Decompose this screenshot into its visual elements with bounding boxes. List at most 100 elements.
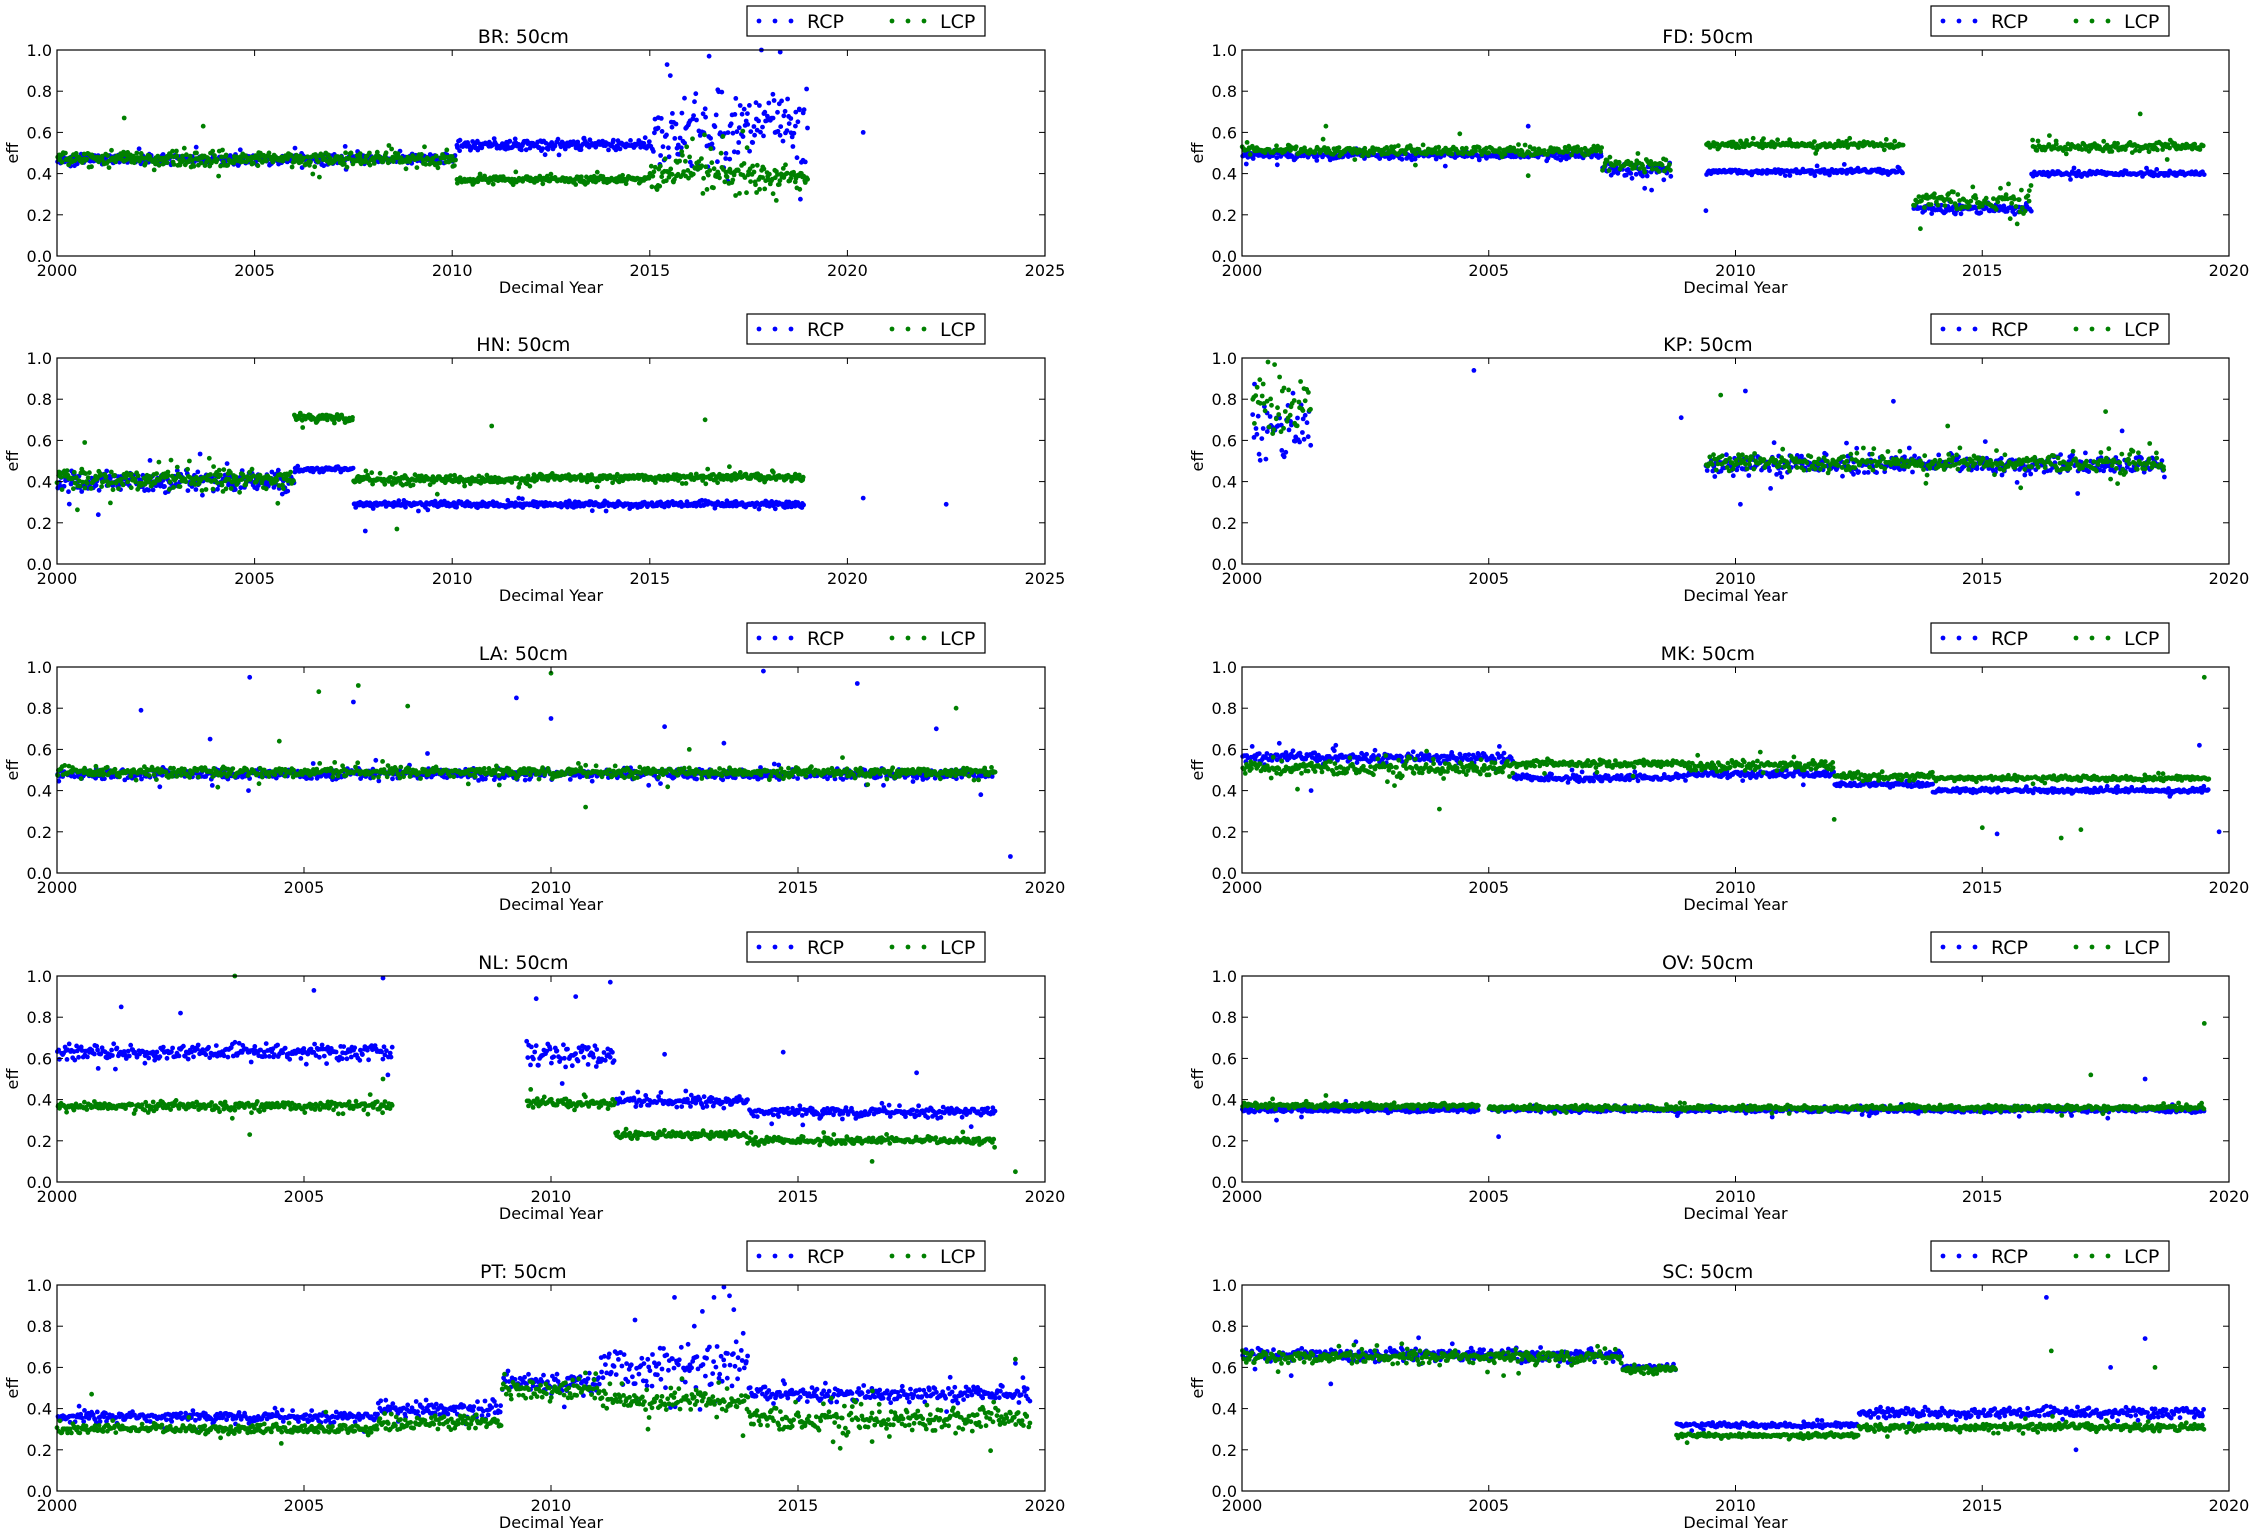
y-tick-label: 0.2 bbox=[27, 206, 52, 225]
data-point bbox=[2115, 141, 2121, 146]
data-point bbox=[1983, 195, 1989, 201]
data-point bbox=[523, 147, 529, 153]
data-point bbox=[784, 128, 790, 134]
data-point bbox=[723, 156, 729, 161]
data-point bbox=[2028, 208, 2034, 214]
data-point bbox=[667, 73, 673, 78]
data-point bbox=[705, 466, 711, 472]
data-point bbox=[2035, 138, 2041, 144]
data-point bbox=[1967, 203, 1972, 209]
data-point bbox=[2028, 183, 2034, 188]
data-point bbox=[1968, 198, 1974, 204]
data-point bbox=[422, 144, 427, 150]
data-point bbox=[206, 455, 212, 461]
data-point bbox=[453, 157, 458, 163]
data-point bbox=[394, 526, 400, 532]
data-point bbox=[1812, 173, 1818, 179]
data-point bbox=[666, 145, 671, 151]
data-point bbox=[1260, 426, 1266, 431]
data-point bbox=[741, 106, 747, 112]
data-point bbox=[715, 480, 720, 486]
data-point bbox=[657, 183, 663, 189]
data-point bbox=[457, 137, 463, 143]
data-point bbox=[943, 501, 949, 507]
data-point bbox=[89, 164, 94, 170]
data-point bbox=[750, 140, 756, 146]
data-point bbox=[1259, 436, 1265, 441]
data-point bbox=[1948, 199, 1954, 205]
data-point bbox=[95, 512, 101, 518]
data-point bbox=[692, 99, 697, 105]
data-point bbox=[77, 483, 83, 489]
data-point bbox=[133, 479, 138, 485]
data-point bbox=[64, 468, 70, 474]
plot-frame bbox=[56, 357, 1046, 565]
data-point bbox=[414, 165, 420, 171]
data-point bbox=[690, 171, 696, 177]
data-point bbox=[711, 166, 717, 172]
y-tick-label: 0.8 bbox=[1212, 82, 1237, 101]
data-point bbox=[677, 158, 682, 164]
data-point bbox=[1413, 162, 1418, 168]
data-point bbox=[740, 134, 746, 140]
data-point bbox=[367, 150, 372, 156]
data-point bbox=[513, 169, 519, 175]
data-point bbox=[594, 484, 600, 490]
data-point bbox=[66, 162, 71, 168]
data-point bbox=[1301, 436, 1307, 442]
data-point bbox=[793, 109, 799, 115]
series-rcp bbox=[55, 451, 949, 534]
data-point bbox=[703, 114, 708, 120]
data-point bbox=[1782, 173, 1788, 179]
data-point bbox=[88, 486, 94, 491]
data-point bbox=[63, 150, 68, 156]
data-point bbox=[308, 159, 313, 165]
data-point bbox=[753, 100, 759, 106]
data-point bbox=[801, 107, 807, 113]
data-point bbox=[112, 473, 117, 478]
data-point bbox=[700, 111, 706, 117]
data-point bbox=[1649, 166, 1655, 172]
data-point bbox=[108, 500, 113, 506]
data-point bbox=[187, 458, 192, 464]
data-point bbox=[1395, 143, 1401, 149]
data-point bbox=[659, 174, 665, 180]
y-tick-label: 0.6 bbox=[1212, 123, 1237, 142]
data-point bbox=[1812, 139, 1817, 145]
data-point bbox=[177, 484, 183, 489]
data-point bbox=[2137, 111, 2143, 117]
y-tick-label: 1.0 bbox=[27, 349, 52, 368]
data-point bbox=[781, 113, 787, 119]
data-point bbox=[1918, 226, 1923, 232]
data-point bbox=[200, 492, 205, 498]
data-point bbox=[214, 157, 220, 163]
data-point bbox=[348, 150, 354, 156]
data-point bbox=[2201, 172, 2207, 178]
data-point bbox=[224, 461, 230, 466]
data-point bbox=[377, 470, 383, 476]
x-tick-label: 2020 bbox=[2209, 261, 2250, 280]
data-point bbox=[1951, 189, 1956, 195]
data-point bbox=[214, 480, 220, 486]
x-tick-label: 2015 bbox=[629, 261, 670, 280]
data-point bbox=[1958, 211, 1964, 217]
data-point bbox=[350, 415, 355, 420]
data-point bbox=[191, 163, 197, 169]
data-point bbox=[653, 480, 658, 485]
data-point bbox=[291, 478, 296, 484]
x-tick-label: 2005 bbox=[234, 569, 275, 588]
data-point bbox=[169, 154, 175, 159]
data-point bbox=[708, 146, 714, 152]
data-point bbox=[1247, 152, 1253, 157]
data-point bbox=[548, 171, 554, 177]
data-point bbox=[134, 150, 140, 156]
data-point bbox=[658, 116, 664, 121]
data-points bbox=[1250, 359, 2167, 507]
data-point bbox=[1628, 160, 1634, 166]
data-point bbox=[699, 163, 705, 169]
data-point bbox=[1606, 168, 1612, 173]
data-point bbox=[715, 159, 720, 165]
data-point bbox=[1250, 412, 1256, 417]
data-point bbox=[690, 136, 695, 142]
